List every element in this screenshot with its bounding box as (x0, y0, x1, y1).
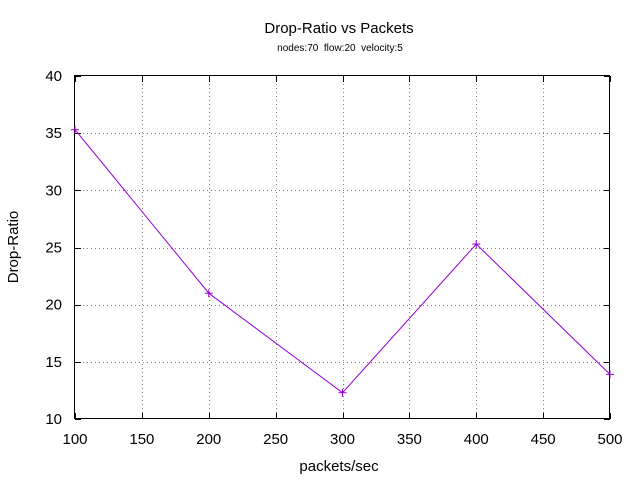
data-point-plus-marker (204, 289, 213, 298)
tick-layer: 100 150 200 250 300 350 400 450 500 10 15 20 25 30 35 4… (45, 68, 622, 448)
y-tick-label: 40 (45, 68, 62, 85)
chart-subtitle: nodes:70 flow:20 velocity:5 (277, 43, 403, 54)
plot-frame (74, 75, 610, 419)
y-tick-label: 35 (45, 125, 62, 142)
x-tick-label: 450 (531, 431, 556, 448)
x-tick-label: 200 (196, 431, 221, 448)
x-tick-label: 300 (330, 431, 355, 448)
chart-title: Drop-Ratio vs Packets (264, 20, 413, 37)
x-axis-label: packets/sec (299, 458, 379, 475)
x-tick-label: 400 (464, 431, 489, 448)
series-layer (71, 125, 614, 397)
y-tick-label: 30 (45, 182, 62, 199)
x-tick-label: 350 (397, 431, 422, 448)
y-tick-label: 25 (45, 240, 62, 257)
y-tick-label: 10 (45, 411, 62, 428)
data-point-plus-marker (71, 125, 79, 134)
x-tick-label: 500 (597, 431, 622, 448)
y-axis-label: Drop-Ratio (5, 211, 22, 284)
x-tick-label: 100 (62, 431, 87, 448)
x-tick-label: 150 (129, 431, 154, 448)
grid-layer (75, 76, 610, 419)
series-line (74, 129, 611, 394)
data-point-plus-marker (606, 370, 614, 379)
y-tick-label: 15 (45, 354, 62, 371)
y-tick-label: 20 (45, 297, 62, 314)
data-point-plus-marker (338, 388, 347, 397)
x-tick-label: 250 (263, 431, 288, 448)
data-point-plus-marker (472, 240, 481, 249)
